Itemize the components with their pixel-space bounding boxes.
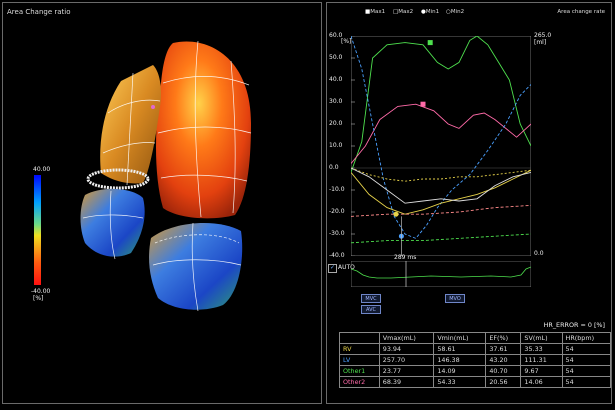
table-cell: 146.38 [433,354,487,366]
extremum-marker [427,40,433,46]
auto-label: AUTO [338,264,355,271]
table-cell: 14.09 [433,365,487,377]
legend-max1: Max1 [370,9,386,15]
colorbar-min-label: -40.00 [31,288,51,295]
table-cell: 23.77 [378,365,435,377]
table-header-cell: Vmin(mL) [433,332,487,344]
y-tick-label: -30.0 [329,230,345,237]
landmark-point [151,105,155,109]
table-header-cell [339,332,380,344]
table-cell: 37.61 [485,343,522,355]
extremum-marker [420,101,426,107]
table-row: Other1 23.77 14.09 40.70 9.67 54 [339,365,612,377]
table-cell: 20.56 [485,376,522,388]
table-cell: 93.94 [378,343,435,355]
table-cell: 35.33 [520,343,563,355]
y2-axis-unit: [ml] [534,39,547,46]
y-tick-label: 30.0 [329,98,343,105]
row-name-cell: Other1 [339,365,380,377]
table-cell: 14.06 [520,376,563,388]
graph-panel: ■Max1 □Max2 ●Min1 ○Min2 Area change rate… [326,2,612,404]
left-ventricle-surface [156,41,251,219]
hr-error-readout: HR_ERROR = 0 [%] [543,321,605,329]
table-row: Other2 68.39 54.33 20.56 14.06 54 [339,376,612,388]
y2-axis-top: 265.0 [534,32,552,39]
time-readout: 289 ms [394,254,417,261]
legend-max2: Max2 [398,9,414,15]
legend-min1: Min1 [425,9,440,15]
panel-title: Area Change ratio [7,8,71,16]
y-tick-label: -40.0 [329,252,345,259]
y2-axis-bottom: 0.0 [534,250,544,257]
series-line [351,167,531,204]
heart-model-panel[interactable]: Area Change ratio [2,2,322,404]
ecg-strip[interactable] [351,261,531,287]
chart-title: Area change rate [557,9,605,15]
series-line [351,103,531,164]
series-line [351,36,531,173]
valve-ring [86,168,150,190]
series-line [351,167,531,182]
mvo-button[interactable]: MVO [445,294,465,303]
table-cell: 9.67 [520,365,563,377]
table-cell: 257.70 [378,354,435,366]
auto-checkbox[interactable]: ✓ [328,264,337,273]
row-name-cell: Other2 [339,376,380,388]
y-tick-label: -10.0 [329,186,345,193]
table-cell: 68.39 [378,376,435,388]
colorbar [34,175,41,285]
table-cell: 54 [561,376,612,388]
series-line [351,169,531,215]
y-tick-label: 10.0 [329,142,343,149]
y-tick-label: 60.0 [329,32,343,39]
row-name-cell: RV [339,343,380,355]
table-cell: 40.70 [485,365,522,377]
table-cell: 54 [561,343,612,355]
y-tick-label: -20.0 [329,208,345,215]
plot-frame [351,36,531,256]
table-header-cell: SV(mL) [520,332,563,344]
avc-button[interactable]: AVC [361,305,381,314]
table-header-cell: Vmax(mL) [378,332,435,344]
y-tick-label: 50.0 [329,54,343,61]
table-cell: 111.31 [520,354,563,366]
table-row: LV 257.70 146.38 43.20 111.31 54 [339,354,612,366]
table-header-cell: EF(%) [485,332,522,344]
table-header-row: Vmax(mL) Vmin(mL) EF(%) SV(mL) HR(bpm) [339,332,612,344]
series-line [351,233,531,244]
mvc-button[interactable]: MVC [361,294,381,303]
table-cell: 54 [561,365,612,377]
area-change-chart[interactable] [351,36,531,256]
table-cell: 58.61 [433,343,487,355]
legend-min2: Min2 [450,9,465,15]
mesh-overlay [82,40,252,312]
y-tick-label: 40.0 [329,76,343,83]
colorbar-max-label: 40.00 [33,166,51,173]
table-cell: 43.20 [485,354,522,366]
lower-chamber-surface [149,222,243,310]
row-name-cell: LV [339,354,380,366]
heart-3d-view[interactable] [3,3,321,403]
y-tick-label: 20.0 [329,120,343,127]
series-line [351,36,531,239]
y-axis-unit: [%] [341,38,352,45]
series-line [351,204,531,217]
y-tick-label: 0.0 [329,164,339,171]
colorbar-unit: [%] [33,295,44,302]
table-row: RV 93.94 58.61 37.61 35.33 54 [339,343,612,355]
volume-table: Vmax(mL) Vmin(mL) EF(%) SV(mL) HR(bpm) RV 93.9… [339,332,612,388]
extremum-marker [393,211,399,217]
table-cell: 54 [561,354,612,366]
right-ventricle-surface [80,188,145,257]
table-cell: 54.33 [433,376,487,388]
table-header-cell: HR(bpm) [561,332,612,344]
